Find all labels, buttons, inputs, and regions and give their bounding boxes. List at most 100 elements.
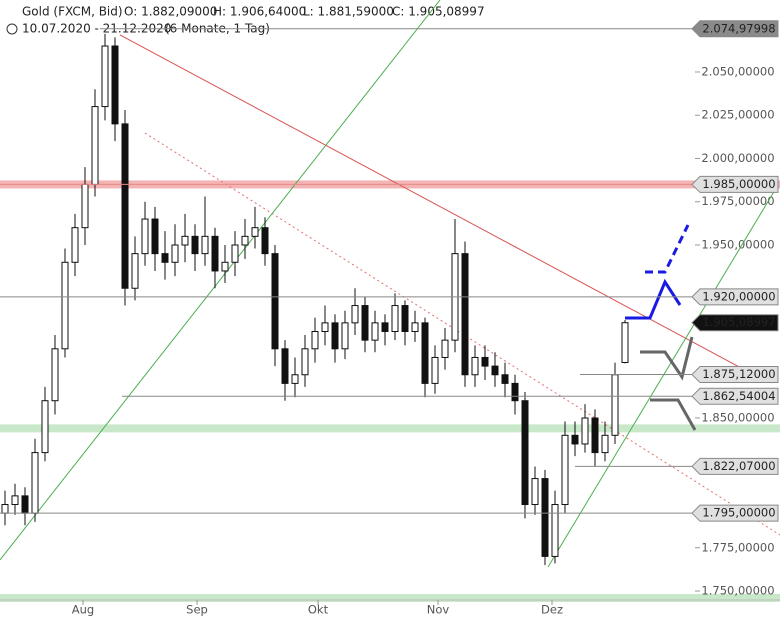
candle-body xyxy=(391,305,399,332)
candle-body xyxy=(51,348,59,402)
candle-body xyxy=(281,348,289,384)
high-label: H: 1.906,64000 xyxy=(213,5,306,19)
candle-body xyxy=(1,504,9,514)
candle-body xyxy=(151,218,159,255)
level-box xyxy=(691,387,779,405)
candle-body xyxy=(81,183,89,229)
candle-body xyxy=(11,495,19,506)
level-label: 2.074,97998 xyxy=(702,21,775,35)
level-label: 1.985,00000 xyxy=(702,177,775,191)
candle-body xyxy=(541,478,549,557)
band xyxy=(0,593,780,602)
candle-body xyxy=(261,227,269,255)
candle-body xyxy=(91,106,99,185)
level-box xyxy=(691,175,779,193)
candle-body xyxy=(381,322,389,332)
candle-body xyxy=(201,235,209,255)
candle-body xyxy=(371,322,379,341)
candle-body xyxy=(181,235,189,246)
candle-body xyxy=(111,45,119,125)
candle-body xyxy=(571,434,579,445)
candle-body xyxy=(411,322,419,332)
candle-body xyxy=(531,478,539,506)
band xyxy=(0,424,780,433)
candle-body xyxy=(21,495,29,514)
low-label: L: 1.881,59000 xyxy=(303,5,394,19)
level-box xyxy=(691,457,779,475)
candle-body xyxy=(71,227,79,263)
close-label: C: 1.905,08997 xyxy=(392,5,485,19)
candle-body xyxy=(131,253,139,289)
candle-body xyxy=(431,356,439,384)
y-tick-label: 1.750,00000 xyxy=(701,584,774,598)
gray-path-up xyxy=(640,336,694,381)
candle-body xyxy=(291,374,299,384)
candle-body xyxy=(551,504,559,557)
chart-title: Gold (FXCM, Bid) xyxy=(22,5,123,19)
blue-dashed xyxy=(645,224,690,274)
level-box xyxy=(691,20,779,38)
candle-body xyxy=(141,218,149,255)
x-tick-label: Okt xyxy=(308,603,329,617)
candle-body xyxy=(231,244,239,263)
header: Gold (FXCM, Bid) O: 1.882,09000 H: 1.906… xyxy=(6,5,485,36)
candle-body xyxy=(301,348,309,376)
candle-body xyxy=(441,339,449,358)
level-label: 1.795,00000 xyxy=(702,506,775,520)
candle-body xyxy=(341,322,349,350)
candle-body xyxy=(601,434,609,454)
candle-body xyxy=(121,123,129,289)
level-box xyxy=(691,504,779,522)
candle-body xyxy=(331,322,339,350)
candle-body xyxy=(171,244,179,263)
y-tick-label: 1.775,00000 xyxy=(701,540,774,554)
level-label: 1.920,00000 xyxy=(702,289,775,303)
candle-body xyxy=(361,305,369,341)
candle-body xyxy=(461,253,469,376)
candle-body xyxy=(351,305,359,324)
level-label: 1.862,54004 xyxy=(702,389,775,403)
candle-body xyxy=(251,227,259,237)
candle-body xyxy=(41,400,49,454)
date-range: 10.07.2020 - 21.12.2020 xyxy=(22,22,171,36)
y-tick-label: 2.000,00000 xyxy=(701,151,774,165)
scenario-arrows xyxy=(625,224,697,431)
y-tick-label: 1.975,00000 xyxy=(701,194,774,208)
candle-body xyxy=(311,330,319,350)
candle-body xyxy=(471,356,479,376)
candle-body xyxy=(101,45,109,108)
blue-path xyxy=(625,278,682,320)
level-label: 1.822,07000 xyxy=(702,459,775,473)
level-box xyxy=(691,288,779,306)
candle-body xyxy=(591,417,599,454)
candle-body xyxy=(401,305,409,332)
candle-body xyxy=(221,261,229,272)
candle-body xyxy=(561,434,569,506)
candle-body xyxy=(581,417,589,445)
candle-body xyxy=(481,356,489,367)
trend-line xyxy=(547,189,776,568)
trend-line xyxy=(119,34,746,371)
level-label: 1.905,08997 xyxy=(702,315,775,329)
x-tick-label: Dez xyxy=(541,603,563,617)
y-tick-label: 1.950,00000 xyxy=(701,237,774,251)
level-label: 1.875,12000 xyxy=(702,367,775,381)
candle-body xyxy=(491,365,499,376)
x-tick-label: Aug xyxy=(72,603,94,617)
candle-body xyxy=(521,400,529,506)
candle-body xyxy=(321,322,329,332)
candle-body xyxy=(31,452,39,514)
candle-body xyxy=(161,253,169,263)
gray-path-down xyxy=(650,398,697,431)
y-tick-label: 1.850,00000 xyxy=(701,411,774,425)
y-tick-label: 2.025,00000 xyxy=(701,108,774,122)
trend-line xyxy=(0,0,441,561)
x-tick-label: Sep xyxy=(186,603,208,617)
candle-body xyxy=(61,261,69,350)
candle-body xyxy=(511,382,519,402)
candle-body xyxy=(191,235,199,255)
open-label: O: 1.882,09000 xyxy=(124,5,217,19)
candle-body xyxy=(211,235,219,272)
candle-body xyxy=(421,322,429,384)
